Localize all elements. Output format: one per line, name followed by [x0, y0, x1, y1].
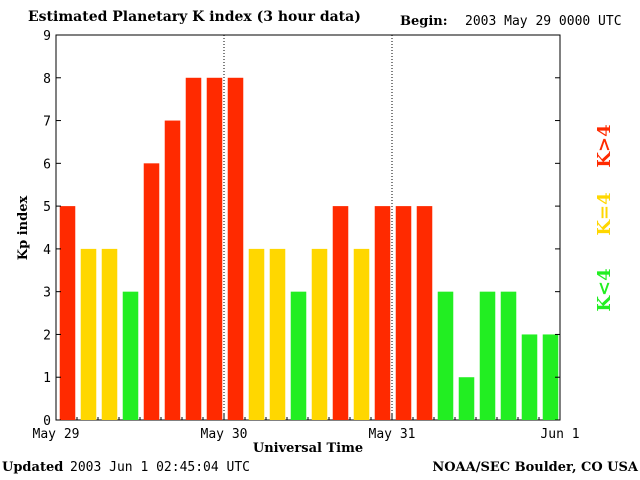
kp-bar — [479, 291, 496, 420]
kp-bar — [500, 291, 517, 420]
y-tick-label: 5 — [43, 200, 51, 215]
x-tick-label: May 29 — [33, 427, 80, 442]
y-tick-label: 9 — [43, 29, 51, 44]
x-tick-label: Jun 1 — [540, 427, 579, 442]
updated-label: Updated — [2, 460, 64, 475]
kp-bar — [416, 206, 433, 420]
y-tick-label: 3 — [43, 286, 51, 301]
kp-bar — [395, 206, 412, 420]
begin-label: Begin: — [400, 14, 448, 29]
y-axis-title: Kp index — [16, 196, 31, 261]
kp-bar — [206, 77, 223, 421]
kp-bar — [290, 291, 307, 420]
legend-entry: K>4 — [594, 124, 615, 167]
x-tick-label: May 30 — [201, 427, 248, 442]
y-tick-label: 8 — [43, 72, 51, 87]
kp-bar — [80, 248, 97, 420]
kp-bar — [374, 206, 391, 420]
y-tick-label: 7 — [43, 115, 51, 130]
kp-bar — [542, 334, 559, 420]
kp-bar — [437, 291, 454, 420]
x-axis-title: Universal Time — [253, 441, 363, 456]
kp-bar — [248, 248, 265, 420]
kp-bar — [521, 334, 538, 420]
kp-bar — [311, 248, 328, 420]
kp-bar — [227, 77, 244, 421]
kp-bar — [143, 163, 160, 421]
updated-value: 2003 Jun 1 02:45:04 UTC — [70, 460, 251, 475]
kp-bar — [122, 291, 139, 420]
y-tick-label: 6 — [43, 157, 51, 172]
y-tick-label: 2 — [43, 328, 51, 343]
chart-title: Estimated Planetary K index (3 hour data… — [28, 9, 361, 25]
y-tick-label: 0 — [43, 414, 51, 429]
kp-bar — [269, 248, 286, 420]
kp-bar — [332, 206, 349, 420]
legend-entry: K<4 — [594, 268, 615, 311]
kp-bar — [59, 206, 76, 420]
begin-value: 2003 May 29 0000 UTC — [465, 14, 622, 29]
kp-bar — [458, 377, 475, 420]
kp-bar — [101, 248, 118, 420]
y-tick-label: 4 — [43, 243, 51, 258]
x-tick-label: May 31 — [369, 427, 416, 442]
kp-bar — [164, 120, 181, 421]
kp-bar — [353, 248, 370, 420]
legend-entry: K=4 — [594, 192, 615, 235]
organization-credit: NOAA/SEC Boulder, CO USA — [432, 460, 638, 475]
kp-bar — [185, 77, 202, 421]
y-tick-label: 1 — [43, 371, 51, 386]
